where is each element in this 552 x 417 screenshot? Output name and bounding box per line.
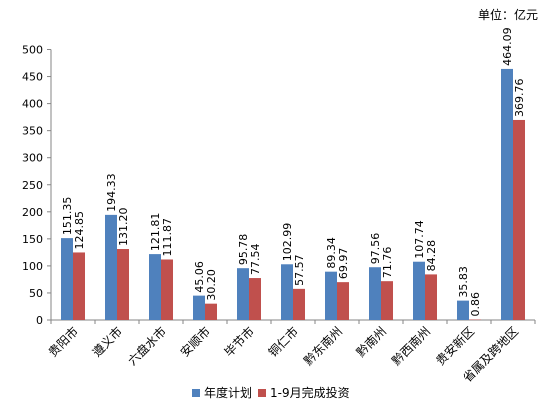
bar-completed — [293, 288, 305, 320]
category-label: 六盘水市 — [125, 324, 170, 369]
category-label: 黔西南州 — [389, 324, 434, 369]
y-tick-label: 500 — [22, 44, 43, 57]
data-label: 57.57 — [293, 254, 306, 286]
y-tick-label: 250 — [22, 179, 43, 192]
bar-completed — [469, 319, 481, 321]
category-label: 贵阳市 — [45, 324, 81, 360]
y-tick-label: 350 — [22, 125, 43, 138]
bar-plan — [105, 214, 117, 320]
y-tick-label: 300 — [22, 152, 43, 165]
data-label: 107.74 — [413, 220, 426, 259]
bar-completed — [161, 259, 173, 320]
category-label: 毕节市 — [221, 324, 257, 360]
data-label: 369.76 — [513, 78, 526, 117]
bar-plan — [413, 261, 425, 320]
data-label: 194.33 — [105, 173, 118, 212]
data-label: 121.81 — [149, 213, 162, 252]
data-label: 131.20 — [117, 208, 130, 247]
data-label: 89.34 — [325, 237, 338, 269]
y-tick-label: 50 — [29, 287, 43, 300]
data-label: 71.76 — [381, 247, 394, 279]
data-label: 464.09 — [501, 27, 514, 66]
data-label: 0.86 — [469, 292, 482, 317]
data-label: 69.97 — [337, 248, 350, 280]
legend-swatch-plan — [192, 389, 200, 397]
bar-completed — [205, 303, 217, 320]
data-label: 30.20 — [205, 269, 218, 301]
bar-completed — [425, 274, 437, 320]
legend-swatch-completed — [258, 389, 266, 397]
data-label: 151.35 — [61, 197, 74, 236]
bar-completed — [249, 278, 261, 320]
data-label: 97.56 — [369, 233, 382, 265]
bar-plan — [281, 264, 293, 320]
y-tick-label: 0 — [36, 314, 43, 327]
y-tick-label: 450 — [22, 71, 43, 84]
legend-label: 年度计划 — [204, 385, 252, 400]
bar-completed — [513, 119, 525, 320]
data-label: 35.83 — [457, 266, 470, 298]
y-tick-label: 200 — [22, 206, 43, 219]
data-label: 111.87 — [161, 218, 174, 257]
unit-label: 单位：亿元 — [477, 8, 538, 22]
data-label: 77.54 — [249, 244, 262, 276]
bar-plan — [237, 268, 249, 320]
bar-completed — [117, 249, 129, 320]
category-label: 安顺市 — [177, 324, 213, 360]
category-label: 遵义市 — [89, 324, 125, 360]
y-tick-label: 100 — [22, 260, 43, 273]
category-label: 黔南州 — [353, 324, 389, 360]
bar-plan — [457, 300, 469, 320]
bar-plan — [149, 254, 161, 320]
bar-plan — [61, 238, 73, 320]
y-tick-label: 150 — [22, 233, 43, 246]
bar-completed — [381, 281, 393, 320]
bar-plan — [369, 267, 381, 320]
data-label: 45.06 — [193, 261, 206, 293]
legend-label: 1-9月完成投资 — [270, 385, 350, 400]
y-tick-label: 400 — [22, 98, 43, 111]
bar-plan — [501, 68, 513, 320]
data-label: 124.85 — [73, 211, 86, 250]
data-label: 84.28 — [425, 240, 438, 272]
category-label: 铜仁市 — [265, 324, 301, 360]
bar-completed — [337, 282, 349, 320]
bar-plan — [193, 295, 205, 320]
bar-completed — [73, 252, 85, 320]
category-label: 黔东南州 — [301, 324, 346, 369]
bar-plan — [325, 271, 337, 320]
data-label: 102.99 — [281, 223, 294, 262]
category-label: 贵安新区 — [433, 324, 478, 369]
data-label: 95.78 — [237, 234, 250, 266]
